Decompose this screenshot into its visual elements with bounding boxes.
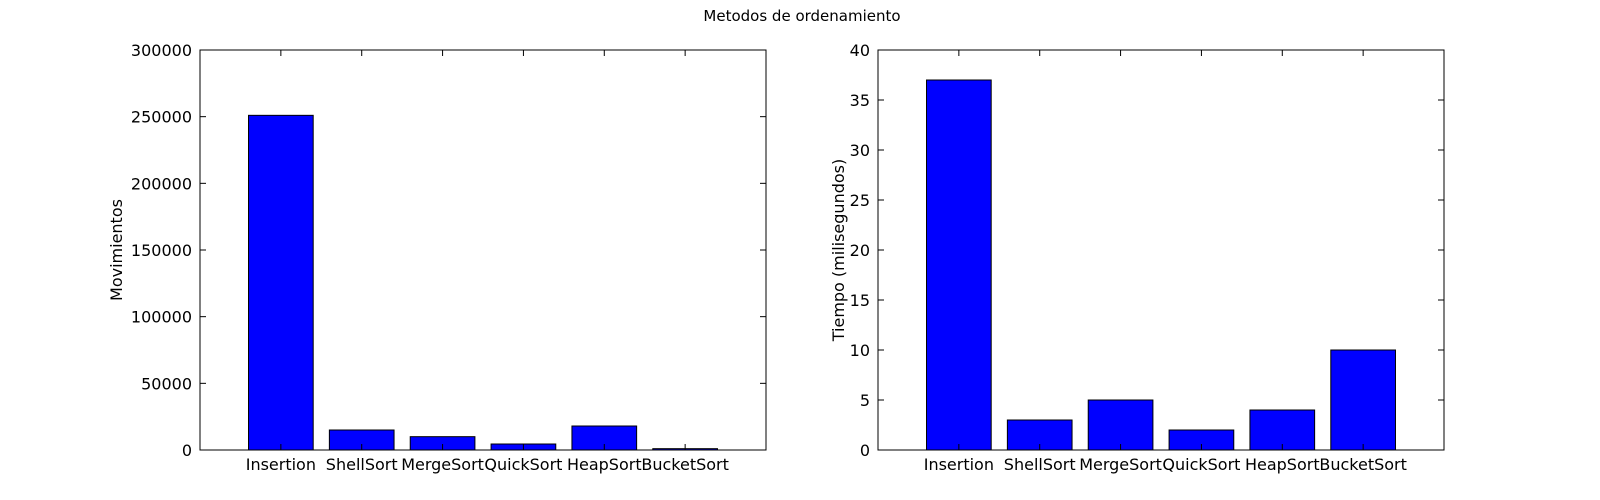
tiempo-chart: 0 5 10 15 20 25 30 35 40 Insertion ShellSort MergeS…: [829, 41, 1445, 474]
y-tick-label: 30: [850, 141, 870, 160]
x-tick-label-bucketsort: BucketSort: [1319, 455, 1407, 474]
y-tick-label: 200000: [131, 174, 192, 193]
x-tick-label-bucketsort: BucketSort: [641, 455, 729, 474]
y-axis-label: Tiempo (milisegundos): [829, 159, 848, 343]
x-tick-label-mergesort: MergeSort: [1079, 455, 1162, 474]
y-tick-label: 300000: [131, 41, 192, 60]
x-tick-label-shellsort: ShellSort: [1004, 455, 1076, 474]
bar-insertion: [248, 114, 314, 451]
x-tick-label-shellsort: ShellSort: [326, 455, 398, 474]
bar-heapsort: [1249, 409, 1316, 451]
x-tick-label-heapsort: HeapSort: [567, 455, 642, 474]
bar-bucketsort: [1330, 349, 1396, 451]
x-tick-label-insertion: Insertion: [924, 455, 994, 474]
y-tick-label: 100000: [131, 308, 192, 327]
bar-insertion: [926, 79, 992, 451]
y-tick-label: 25: [850, 191, 870, 210]
y-axis-label: Movimientos: [107, 199, 126, 301]
y-tick-label: 5: [860, 391, 870, 410]
figure-title: Metodos de ordenamiento: [703, 7, 900, 25]
bar-mergesort: [1087, 399, 1154, 451]
y-tick-label: 0: [860, 441, 870, 460]
x-tick-label-quicksort: QuickSort: [1162, 455, 1240, 474]
x-tick-label-heapsort: HeapSort: [1245, 455, 1320, 474]
x-tick-label-mergesort: MergeSort: [401, 455, 484, 474]
y-tick-label: 150000: [131, 241, 192, 260]
y-tick-label: 15: [850, 291, 870, 310]
y-tick-label: 40: [850, 41, 870, 60]
movimientos-chart: 0 50000 100000 150000 200000 250000 300000 Inse…: [107, 41, 767, 474]
y-tick-label: 0: [182, 441, 192, 460]
y-tick-label: 35: [850, 91, 870, 110]
y-tick-label: 20: [850, 241, 870, 260]
y-tick-label: 50000: [141, 374, 192, 393]
x-tick-label-insertion: Insertion: [246, 455, 316, 474]
y-tick-label: 10: [850, 341, 870, 360]
x-tick-label-quicksort: QuickSort: [484, 455, 562, 474]
y-tick-label: 250000: [131, 108, 192, 127]
